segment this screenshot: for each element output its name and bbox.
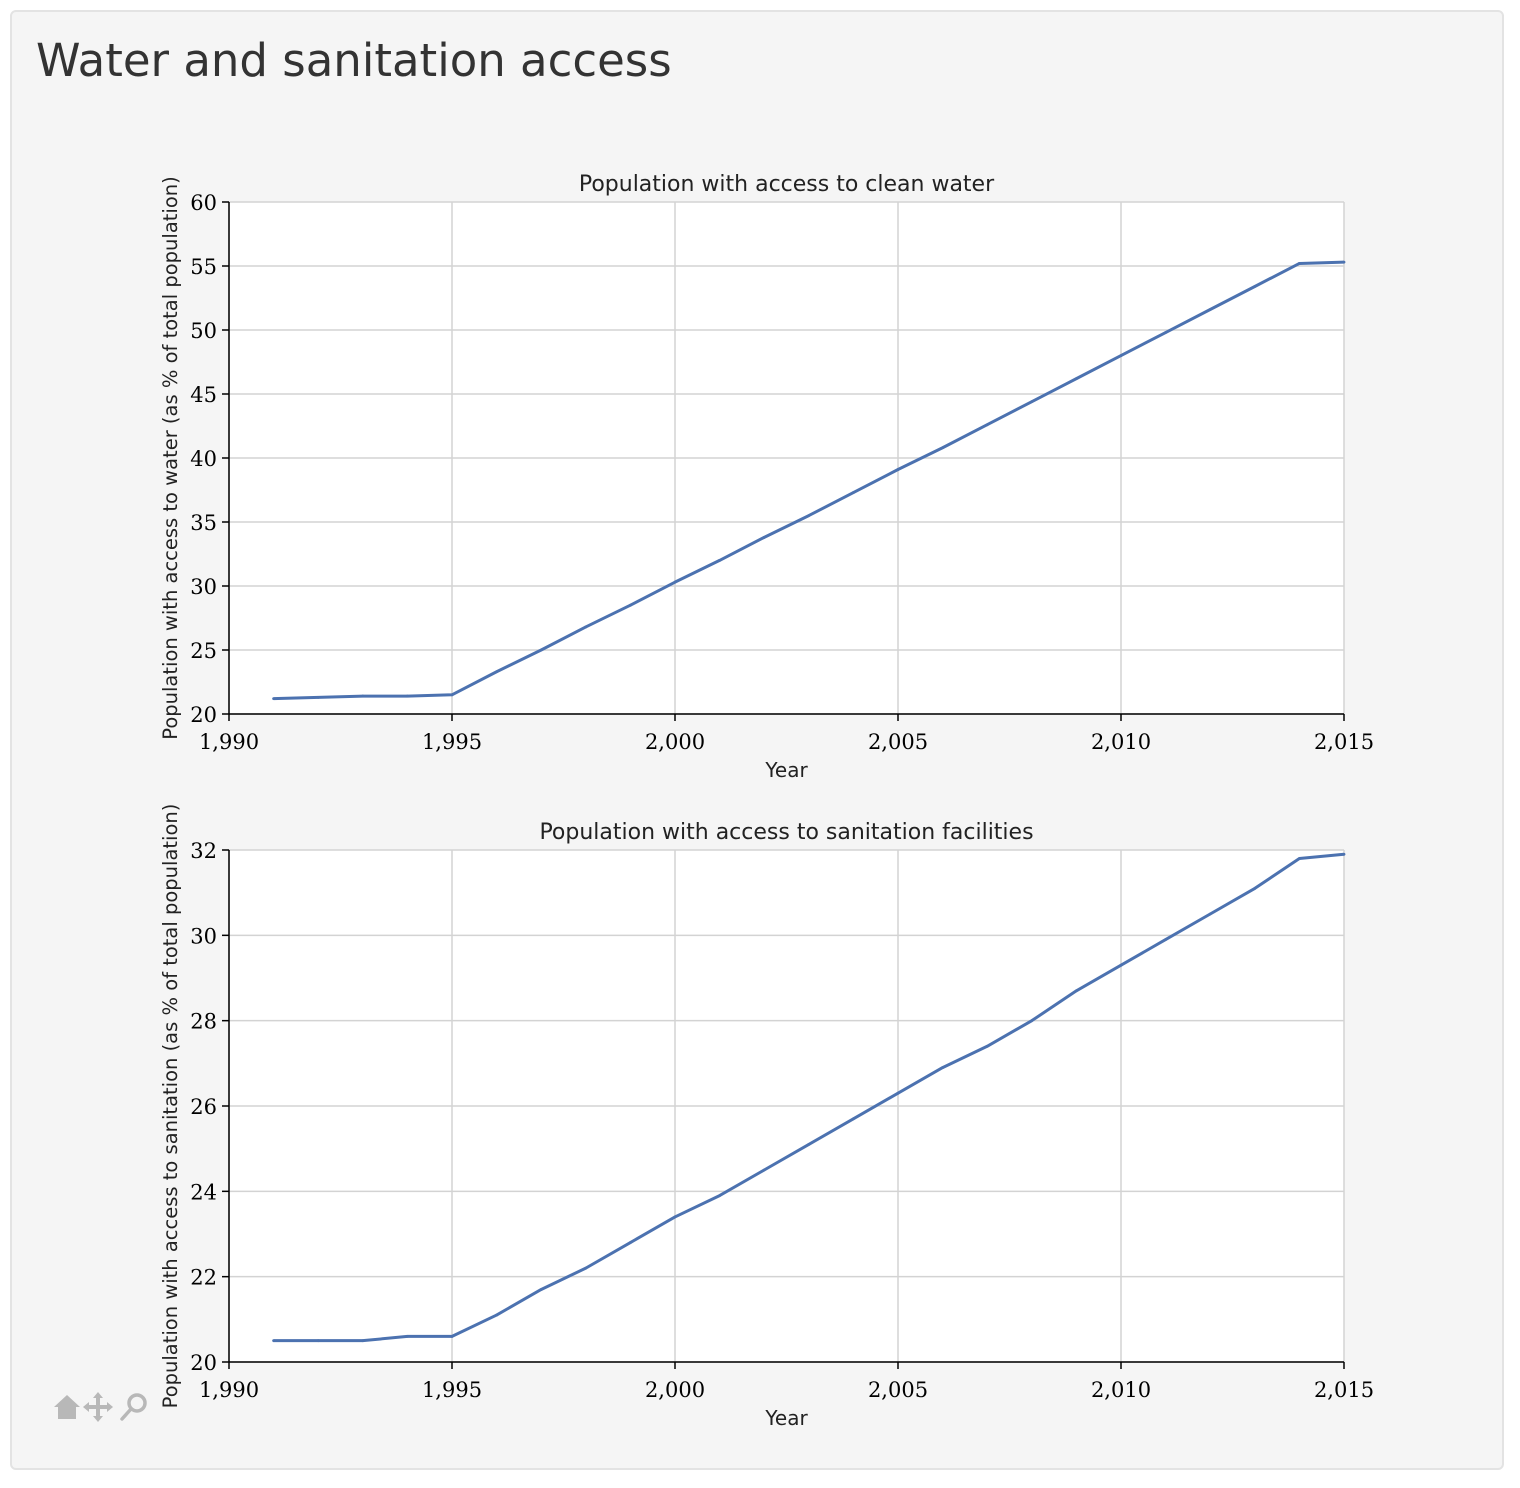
y-tick-label: 30: [190, 575, 217, 599]
data-point: [629, 1241, 632, 1244]
y-tick-label: 55: [190, 255, 217, 279]
data-point: [1342, 852, 1346, 856]
y-tick-label: 20: [190, 703, 217, 727]
data-point: [1208, 308, 1212, 311]
data-point: [1164, 331, 1167, 334]
data-point: [941, 1066, 944, 1069]
x-axis-label: Year: [764, 1406, 808, 1430]
data-point: [807, 1143, 811, 1146]
y-tick-label: 20: [190, 1351, 217, 1375]
data-point: [1075, 377, 1078, 381]
data-point: [406, 1335, 409, 1338]
data-point: [450, 1335, 454, 1338]
data-point: [584, 1266, 588, 1270]
data-point: [1208, 912, 1212, 916]
data-point: [495, 670, 498, 674]
y-tick-label: 40: [190, 447, 217, 471]
y-tick-label: 35: [190, 511, 217, 535]
data-point: [718, 1194, 721, 1197]
data-point: [495, 1313, 498, 1317]
zoom-icon[interactable]: [120, 1393, 147, 1421]
data-point: [985, 423, 989, 427]
y-tick-label: 25: [190, 639, 217, 663]
data-point: [896, 1091, 900, 1095]
y-tick-label: 60: [190, 191, 217, 215]
data-point: [985, 1044, 989, 1048]
data-point: [361, 1339, 365, 1343]
data-point: [673, 580, 677, 584]
data-point: [539, 648, 543, 652]
data-point: [1298, 262, 1301, 265]
y-tick-label: 26: [190, 1095, 217, 1119]
data-point: [896, 468, 900, 471]
data-point: [629, 603, 632, 607]
data-point: [718, 559, 721, 562]
x-tick-label: 2,010: [1091, 730, 1151, 754]
page-title: Water and sanitation access: [36, 34, 672, 87]
data-point: [1075, 989, 1078, 993]
data-point: [361, 694, 365, 698]
data-point: [1298, 857, 1301, 860]
data-point: [450, 693, 454, 697]
x-tick-label: 1,990: [199, 730, 259, 754]
y-tick-label: 30: [190, 924, 217, 948]
x-tick-label: 1,995: [422, 730, 482, 754]
pan-icon[interactable]: [83, 1392, 113, 1422]
data-point: [584, 625, 588, 629]
data-point: [1253, 285, 1257, 288]
x-tick-label: 2,005: [868, 1378, 928, 1402]
data-point: [272, 1339, 275, 1343]
x-tick-label: 2,000: [645, 1378, 705, 1402]
data-point: [1119, 963, 1123, 967]
data-point: [272, 697, 275, 701]
data-point: [406, 694, 409, 698]
y-tick-label: 22: [190, 1266, 217, 1290]
y-tick-label: 24: [190, 1180, 217, 1204]
x-tick-label: 1,990: [199, 1378, 259, 1402]
data-point: [1164, 938, 1167, 941]
data-point: [1342, 260, 1346, 264]
x-axis-label: Year: [764, 758, 808, 782]
data-point: [762, 535, 766, 539]
data-point: [762, 1168, 766, 1172]
data-point: [1119, 354, 1123, 357]
home-icon[interactable]: [54, 1395, 80, 1419]
data-point: [852, 1117, 855, 1121]
y-tick-label: 28: [190, 1010, 217, 1034]
data-point: [1030, 1019, 1034, 1023]
chart-title: Population with access to sanitation fac…: [539, 820, 1033, 845]
data-point: [1030, 400, 1034, 404]
data-point: [807, 514, 811, 517]
x-tick-label: 2,010: [1091, 1378, 1151, 1402]
data-point: [539, 1288, 543, 1291]
y-tick-label: 45: [190, 383, 217, 407]
y-axis-label: Population with access to water (as % of…: [159, 176, 182, 739]
y-tick-label: 32: [190, 839, 217, 863]
data-point: [316, 1339, 320, 1343]
x-tick-label: 2,015: [1314, 1378, 1374, 1402]
data-point: [852, 491, 855, 494]
x-tick-label: 2,015: [1314, 730, 1374, 754]
x-tick-label: 2,000: [645, 730, 705, 754]
data-point: [941, 446, 944, 450]
plot-toolbar: [54, 1392, 147, 1422]
data-point: [1253, 887, 1257, 890]
data-point: [316, 695, 320, 699]
y-tick-label: 50: [190, 319, 217, 343]
x-tick-label: 2,005: [868, 730, 928, 754]
chart-1: 20 25 30 35 40 45 50 55 60 1,990 1,995 2,000 2,005 2,…: [159, 172, 1374, 782]
data-point: [673, 1215, 677, 1219]
chart-2: 20 22 24 26 28 30 32 1,990 1,995 2,000 2,005 2,010 2…: [159, 804, 1374, 1430]
x-tick-label: 1,995: [422, 1378, 482, 1402]
chart-title: Population with access to clean water: [579, 172, 995, 197]
y-axis-label: Population with access to sanitation (as…: [159, 804, 182, 1409]
